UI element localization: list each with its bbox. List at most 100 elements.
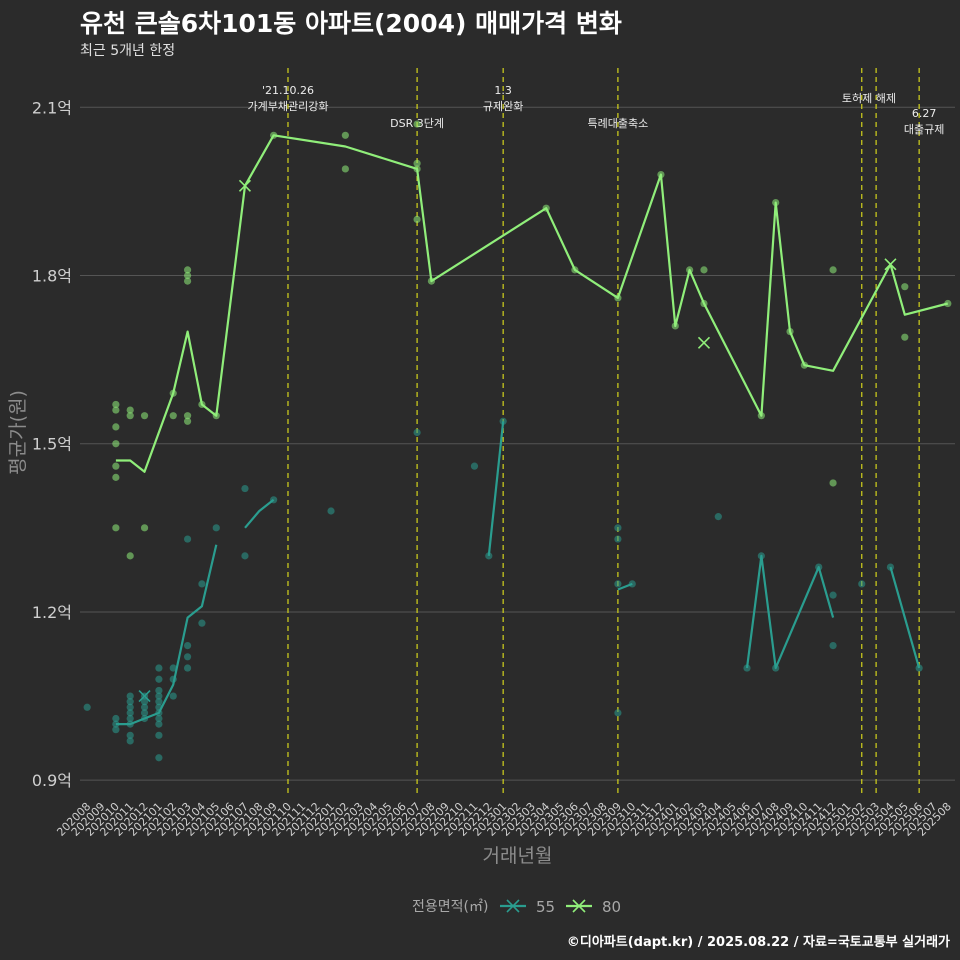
data-point-55 xyxy=(183,653,192,661)
legend-key-marker-80 xyxy=(572,899,586,913)
data-point-80 xyxy=(413,120,421,128)
data-point-80 xyxy=(183,266,192,274)
data-point-55 xyxy=(212,524,220,532)
series-line-55 xyxy=(617,582,633,591)
data-point-55 xyxy=(198,580,206,588)
policy-annotation: 토허제 해제 xyxy=(842,91,896,105)
policy-annotation: 6.27 xyxy=(912,107,937,120)
chart-caption: ©디아파트(dapt.kr) / 2025.08.22 / 자료=국토교통부 실… xyxy=(566,935,950,950)
data-point-55 xyxy=(126,692,134,700)
data-point-80 xyxy=(183,271,192,280)
data-point-55 xyxy=(112,720,120,728)
x-marker-80 xyxy=(238,179,252,192)
data-point-55 xyxy=(126,714,134,723)
policy-annotation: '21.10.26 xyxy=(262,84,314,97)
data-point-80 xyxy=(140,524,149,532)
data-point-55 xyxy=(112,726,120,734)
data-point-55 xyxy=(140,703,149,711)
data-point-55 xyxy=(915,664,923,672)
data-point-55 xyxy=(614,580,622,588)
data-point-55 xyxy=(126,703,134,711)
policy-annotation: 특례대출축소 xyxy=(588,117,649,130)
data-point-55 xyxy=(155,664,163,672)
data-point-55 xyxy=(155,675,163,683)
data-point-80 xyxy=(341,131,349,139)
data-point-80 xyxy=(126,552,134,560)
legend-title: 전용면적(㎡) xyxy=(412,899,488,915)
data-point-55 xyxy=(155,714,163,723)
legend-label-80: 80 xyxy=(602,898,621,916)
data-point-55 xyxy=(126,709,134,717)
data-point-55 xyxy=(327,507,335,515)
series-line-80 xyxy=(115,134,949,473)
data-point-55 xyxy=(112,714,120,723)
data-point-55 xyxy=(714,513,722,521)
y-tick-label: 1.8억 xyxy=(32,266,72,285)
data-point-55 xyxy=(413,428,421,437)
data-point-55 xyxy=(155,686,163,695)
data-point-55 xyxy=(743,664,751,672)
data-point-80 xyxy=(169,412,177,420)
data-point-55 xyxy=(183,664,192,672)
x-axis-title: 거래년월 xyxy=(483,845,553,867)
policy-annotation: 대출규제 xyxy=(904,123,944,136)
policy-annotation: 가계부채관리강화 xyxy=(248,100,329,113)
data-point-55 xyxy=(858,580,866,588)
data-point-80 xyxy=(829,266,837,274)
data-point-55 xyxy=(829,641,837,650)
series-line-55 xyxy=(487,421,505,557)
data-point-55 xyxy=(614,709,622,717)
data-point-80 xyxy=(944,299,952,308)
legend-label-55: 55 xyxy=(536,898,555,916)
data-point-55 xyxy=(126,737,134,745)
data-point-80 xyxy=(126,412,134,420)
data-point-80 xyxy=(700,266,708,274)
data-point-55 xyxy=(470,462,479,470)
policy-annotation: 1.3 xyxy=(494,84,512,97)
data-point-55 xyxy=(829,591,837,599)
data-point-80 xyxy=(413,215,421,224)
data-point-55 xyxy=(83,703,91,711)
data-point-55 xyxy=(241,552,249,560)
series-line-55 xyxy=(115,544,218,726)
data-point-80 xyxy=(112,400,120,409)
data-point-80 xyxy=(829,479,837,487)
chart-subtitle: 최근 5개년 한정 xyxy=(80,43,176,59)
policy-annotation: 규제완화 xyxy=(483,100,523,113)
data-point-55 xyxy=(155,692,163,700)
data-point-55 xyxy=(499,417,507,425)
data-point-80 xyxy=(112,462,120,470)
data-point-80 xyxy=(341,165,349,173)
data-point-55 xyxy=(886,563,895,571)
data-point-55 xyxy=(126,731,134,739)
x-marker-80 xyxy=(884,258,897,271)
data-point-55 xyxy=(614,535,622,543)
data-point-80 xyxy=(112,406,120,414)
data-point-80 xyxy=(112,524,120,532)
data-point-55 xyxy=(155,698,163,706)
data-point-80 xyxy=(901,283,909,291)
data-point-55 xyxy=(155,754,163,762)
data-point-55 xyxy=(183,641,192,650)
series-line-55 xyxy=(889,566,921,669)
data-point-80 xyxy=(126,406,134,414)
data-point-55 xyxy=(198,619,206,627)
data-point-55 xyxy=(155,720,163,728)
x-marker-80 xyxy=(697,336,711,349)
data-point-80 xyxy=(413,159,421,167)
data-point-55 xyxy=(183,535,192,543)
data-point-55 xyxy=(140,698,149,706)
data-point-55 xyxy=(140,709,149,717)
y-tick-label: 1.5억 xyxy=(32,435,72,454)
data-point-55 xyxy=(169,692,177,700)
y-tick-label: 2.1억 xyxy=(32,98,72,117)
data-point-80 xyxy=(183,417,192,425)
data-point-80 xyxy=(112,440,120,448)
data-point-55 xyxy=(126,698,134,706)
chart-title: 유천 큰솔6차101동 아파트(2004) 매매가격 변화 xyxy=(80,9,622,38)
data-point-80 xyxy=(901,333,909,341)
data-point-80 xyxy=(183,277,192,285)
data-point-80 xyxy=(140,412,149,420)
